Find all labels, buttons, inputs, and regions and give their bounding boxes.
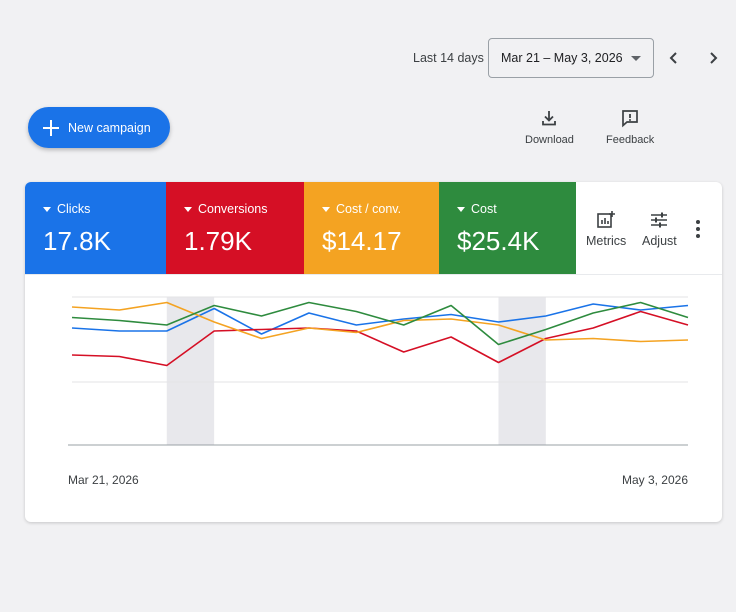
performance-line-chart [68,296,689,446]
series-line-3 [71,301,689,346]
plus-icon [42,119,60,137]
series-line-2 [71,301,689,343]
metric-label: Cost [471,202,497,216]
chevron-left-icon [669,52,677,64]
date-range-label: Last 14 days [413,51,484,65]
dropdown-caret-icon [631,56,641,61]
next-period-button[interactable] [699,44,727,72]
more-options-icon[interactable] [694,220,702,238]
tune-icon [651,212,668,228]
previous-period-button[interactable] [660,44,688,72]
new-campaign-label: New campaign [68,120,151,135]
metrics-label: Metrics [586,234,627,248]
caret-down-icon [322,206,330,212]
metric-tile-cost[interactable]: Cost $25.4K [439,182,576,274]
feedback-label: Feedback [606,134,655,146]
x-axis-end-label: May 3, 2026 [621,473,688,487]
metric-label: Conversions [198,202,268,216]
series-line-1 [71,310,689,367]
metric-tile-cost-per-conv[interactable]: Cost / conv. $14.17 [304,182,439,274]
x-axis-start-label: Mar 21, 2026 [68,473,139,487]
download-icon [542,111,557,126]
series-line-0 [71,303,689,335]
adjust-button[interactable]: Adjust [642,210,677,248]
caret-down-icon [43,206,51,212]
metric-value: 1.79K [184,226,252,256]
add-chart-icon [597,211,616,228]
metric-value: $25.4K [457,226,540,256]
feedback-icon [622,110,639,128]
metric-label: Clicks [57,202,91,216]
new-campaign-button[interactable]: New campaign [28,107,170,148]
metric-value: $14.17 [322,226,402,256]
metric-tile-conversions[interactable]: Conversions 1.79K [166,182,304,274]
feedback-button[interactable]: Feedback [606,108,654,146]
metric-tile-clicks[interactable]: Clicks 17.8K [25,182,166,274]
metrics-button[interactable]: Metrics [586,210,626,248]
chevron-right-icon [710,52,718,64]
date-range-value: Mar 21 – May 3, 2026 [501,51,623,65]
caret-down-icon [457,206,465,212]
adjust-label: Adjust [642,234,677,248]
header-divider [25,274,722,275]
metric-label: Cost / conv. [336,202,402,216]
performance-card: Clicks 17.8K Conversions 1.79K Cost / co… [25,182,722,522]
download-label: Download [525,134,574,146]
caret-down-icon [184,206,192,212]
date-range-select[interactable]: Mar 21 – May 3, 2026 [488,38,654,78]
download-button[interactable]: Download [525,108,574,146]
metric-value: 17.8K [43,226,111,256]
